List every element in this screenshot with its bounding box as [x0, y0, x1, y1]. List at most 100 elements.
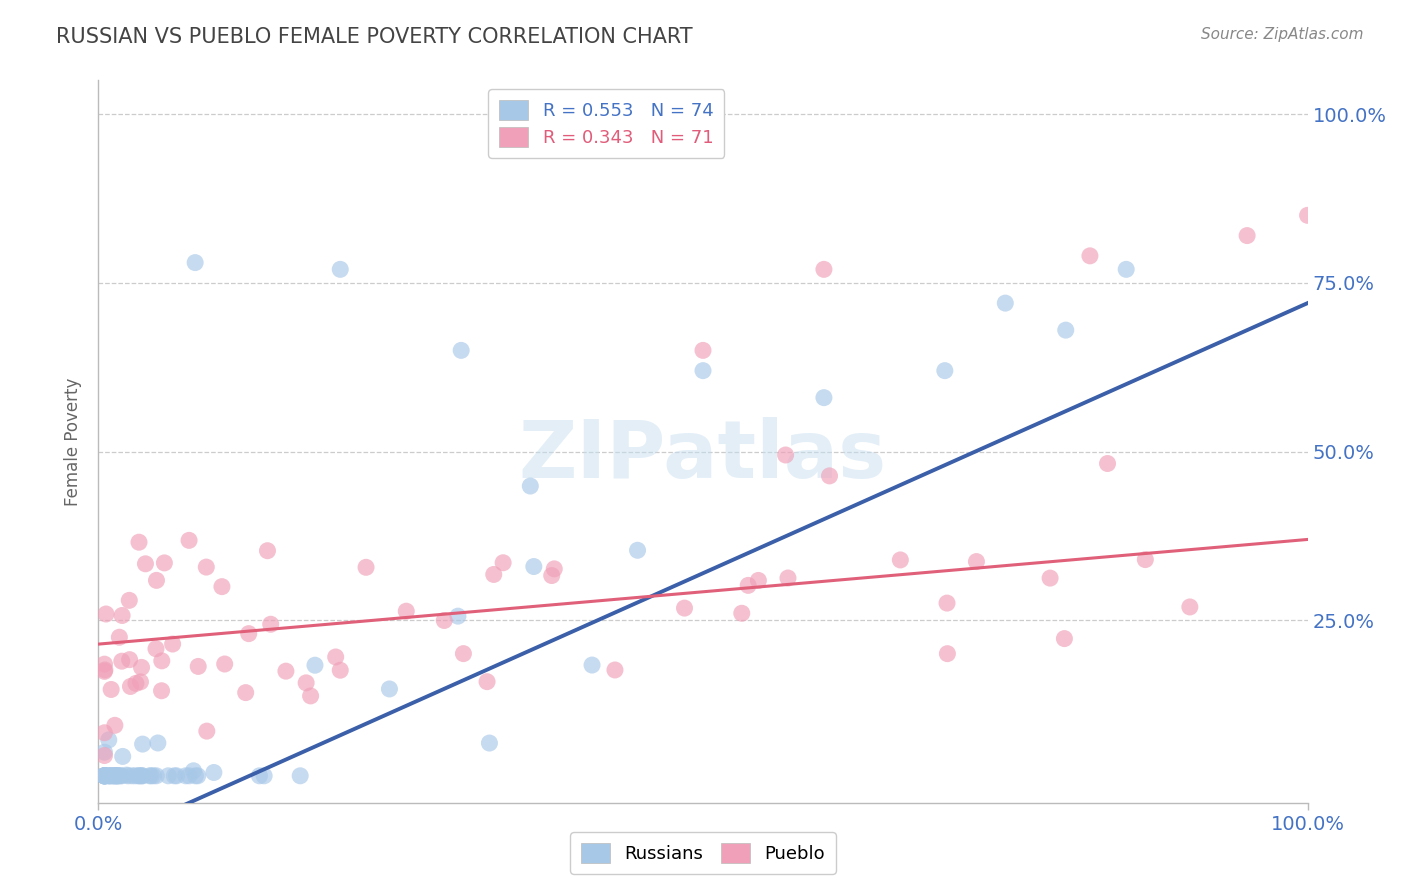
Point [453, 647, 475, 661]
Point [274, 664, 297, 678]
Point [129, 769, 152, 783]
Point [121, 769, 143, 783]
Point [108, 630, 131, 644]
Point [94, 663, 117, 677]
Point [184, 255, 207, 269]
Point [104, 769, 127, 783]
Point [295, 676, 318, 690]
Point [354, 560, 377, 574]
Point [673, 601, 696, 615]
Point [104, 769, 127, 783]
Point [450, 343, 472, 358]
Point [128, 769, 150, 783]
Point [731, 607, 754, 621]
Point [128, 535, 150, 549]
Point [936, 596, 959, 610]
Point [214, 657, 236, 671]
Point [129, 674, 152, 689]
Point [107, 769, 129, 783]
Point [543, 562, 565, 576]
Point [100, 769, 122, 783]
Point [104, 718, 127, 732]
Point [94, 607, 117, 621]
Point [153, 556, 176, 570]
Point [1097, 457, 1119, 471]
Point [177, 533, 200, 548]
Point [1053, 632, 1076, 646]
Point [183, 764, 205, 778]
Point [1039, 571, 1062, 585]
Point [1178, 599, 1201, 614]
Point [93, 769, 115, 783]
Point [110, 769, 132, 783]
Point [150, 683, 173, 698]
Point [329, 663, 352, 677]
Point [93, 725, 115, 739]
Point [195, 560, 218, 574]
Point [145, 641, 167, 656]
Text: Source: ZipAtlas.com: Source: ZipAtlas.com [1201, 27, 1364, 42]
Point [93, 665, 115, 679]
Point [93, 769, 115, 783]
Point [127, 769, 149, 783]
Point [93, 745, 115, 759]
Point [101, 769, 124, 783]
Point [238, 626, 260, 640]
Point [1236, 228, 1258, 243]
Point [100, 769, 122, 783]
Point [111, 608, 134, 623]
Y-axis label: Female Poverty: Female Poverty [65, 377, 83, 506]
Point [103, 769, 125, 783]
Point [163, 769, 186, 783]
Point [118, 653, 141, 667]
Point [145, 769, 167, 783]
Point [97, 732, 120, 747]
Point [936, 647, 959, 661]
Point [174, 769, 197, 783]
Point [105, 769, 128, 783]
Point [105, 769, 128, 783]
Point [965, 555, 987, 569]
Point [813, 391, 835, 405]
Point [1296, 208, 1319, 222]
Point [775, 448, 797, 462]
Point [202, 765, 225, 780]
Point [110, 769, 132, 783]
Point [1135, 552, 1157, 566]
Point [235, 685, 257, 699]
Point [97, 769, 120, 783]
Point [107, 769, 129, 783]
Point [138, 769, 160, 783]
Text: RUSSIAN VS PUEBLO FEMALE POVERTY CORRELATION CHART: RUSSIAN VS PUEBLO FEMALE POVERTY CORRELA… [56, 27, 693, 46]
Point [1078, 249, 1101, 263]
Point [256, 543, 278, 558]
Point [478, 736, 501, 750]
Point [139, 769, 162, 783]
Point [93, 769, 115, 783]
Point [100, 682, 122, 697]
Point [93, 769, 115, 783]
Point [93, 769, 115, 783]
Point [105, 769, 128, 783]
Point [482, 567, 505, 582]
Point [523, 559, 546, 574]
Point [93, 769, 115, 783]
Point [889, 553, 911, 567]
Point [184, 769, 207, 783]
Point [692, 343, 714, 358]
Point [299, 689, 322, 703]
Point [145, 574, 167, 588]
Point [475, 674, 498, 689]
Point [97, 769, 120, 783]
Point [146, 736, 169, 750]
Point [818, 468, 841, 483]
Point [111, 749, 134, 764]
Point [581, 658, 603, 673]
Point [120, 680, 142, 694]
Point [692, 364, 714, 378]
Text: ZIPatlas: ZIPatlas [519, 417, 887, 495]
Point [93, 657, 115, 672]
Point [98, 769, 121, 783]
Point [187, 659, 209, 673]
Point [195, 724, 218, 739]
